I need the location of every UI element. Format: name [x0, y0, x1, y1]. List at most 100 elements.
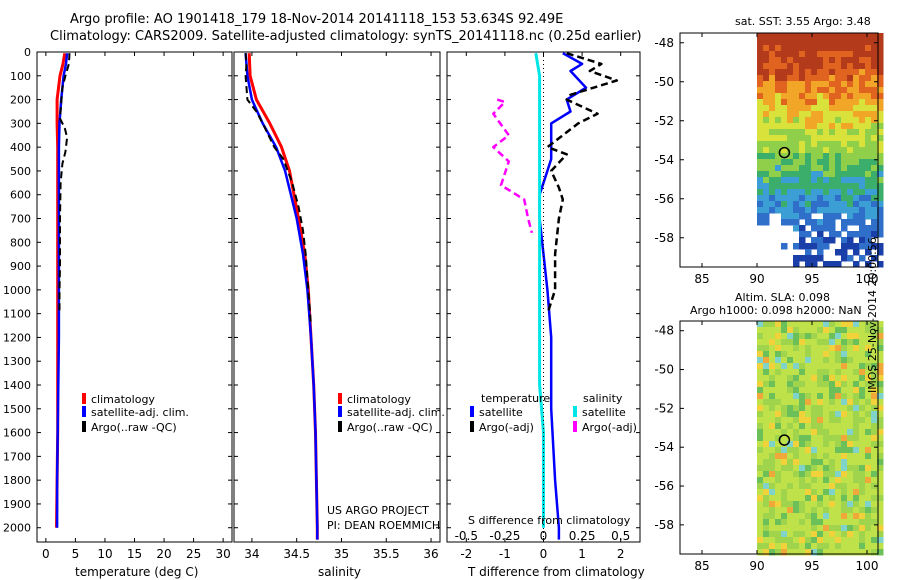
map-cell [781, 489, 788, 496]
map-cell [757, 465, 764, 472]
map-cell [829, 453, 836, 460]
map-cell [865, 483, 872, 490]
map-cell [781, 183, 788, 190]
x-tick-label: 30 [215, 547, 230, 561]
map-cell [781, 471, 788, 478]
map-cell [847, 159, 854, 166]
map-cell [775, 69, 782, 76]
map-cell [829, 471, 836, 478]
map-cell [811, 99, 818, 106]
map-cell [769, 75, 776, 82]
map-cell [823, 447, 830, 454]
map-cell [847, 399, 854, 406]
map-cell [817, 483, 824, 490]
map-cell [769, 93, 776, 100]
map-cell [757, 327, 764, 334]
map-cell [769, 45, 776, 52]
map-cell [799, 333, 806, 340]
map-cell [775, 477, 782, 484]
map-cell [829, 63, 836, 70]
map-cell [787, 405, 794, 412]
map-cell [823, 171, 830, 178]
map-cell [847, 483, 854, 490]
map-cell [799, 195, 806, 202]
map-cell [769, 177, 776, 184]
map-cell [847, 141, 854, 148]
map-cell [769, 453, 776, 460]
map-cell [757, 153, 764, 160]
map-cell [853, 507, 860, 514]
map-cell [847, 477, 854, 484]
map-cell [805, 135, 812, 142]
map-cell [793, 429, 800, 436]
map-cell [823, 63, 830, 70]
map-cell [817, 207, 824, 214]
map-cell [847, 363, 854, 370]
map-cell [769, 33, 776, 40]
map-cell [847, 369, 854, 376]
map-cell [763, 75, 770, 82]
map-cell [817, 321, 824, 328]
legend-label: climatology [347, 393, 411, 406]
map-cell [841, 531, 848, 538]
map-cell [793, 501, 800, 508]
map-cell [829, 363, 836, 370]
map-lat-label: -52 [654, 401, 674, 415]
map-cell [853, 249, 860, 256]
map-cell [877, 465, 884, 472]
map-cell [853, 543, 860, 550]
map-cell [877, 513, 884, 520]
map-cell [775, 489, 782, 496]
map-cell [805, 231, 812, 238]
map-cell [853, 351, 860, 358]
map-cell [757, 411, 764, 418]
map-cell [829, 507, 836, 514]
map-cell [805, 423, 812, 430]
map-cell [847, 411, 854, 418]
map-cell [799, 63, 806, 70]
map-cell [799, 45, 806, 52]
map-cell [829, 405, 836, 412]
map-cell [775, 165, 782, 172]
map-cell [823, 339, 830, 346]
map-cell [811, 393, 818, 400]
map-cell [847, 441, 854, 448]
map-cell [781, 405, 788, 412]
map-cell [835, 159, 842, 166]
map-cell [793, 195, 800, 202]
map-cell [805, 105, 812, 112]
sal-legend-satellite: satellite-adj. clim. [338, 406, 445, 419]
map-cell [781, 429, 788, 436]
map-cell [799, 39, 806, 46]
map-cell [805, 183, 812, 190]
map-cell [853, 405, 860, 412]
map-cell [835, 375, 842, 382]
map-cell [829, 123, 836, 130]
map-cell [823, 489, 830, 496]
map-cell [817, 33, 824, 40]
map-cell [757, 45, 764, 52]
depth-tick-label: 800 [10, 236, 31, 249]
map-cell [793, 519, 800, 526]
map-cell [811, 387, 818, 394]
map-cell [805, 351, 812, 358]
map-cell [871, 429, 878, 436]
map-cell [817, 105, 824, 112]
map-cell [805, 45, 812, 52]
map-cell [871, 339, 878, 346]
map-cell [835, 81, 842, 88]
map-cell [793, 177, 800, 184]
map-cell [799, 135, 806, 142]
map-cell [829, 411, 836, 418]
map-cell [847, 501, 854, 508]
map-cell [757, 399, 764, 406]
map-cell [847, 531, 854, 538]
map-cell [829, 225, 836, 232]
map-cell [775, 381, 782, 388]
map-cell [763, 375, 770, 382]
map-cell [835, 51, 842, 58]
map-cell [877, 195, 884, 202]
map-cell [799, 369, 806, 376]
